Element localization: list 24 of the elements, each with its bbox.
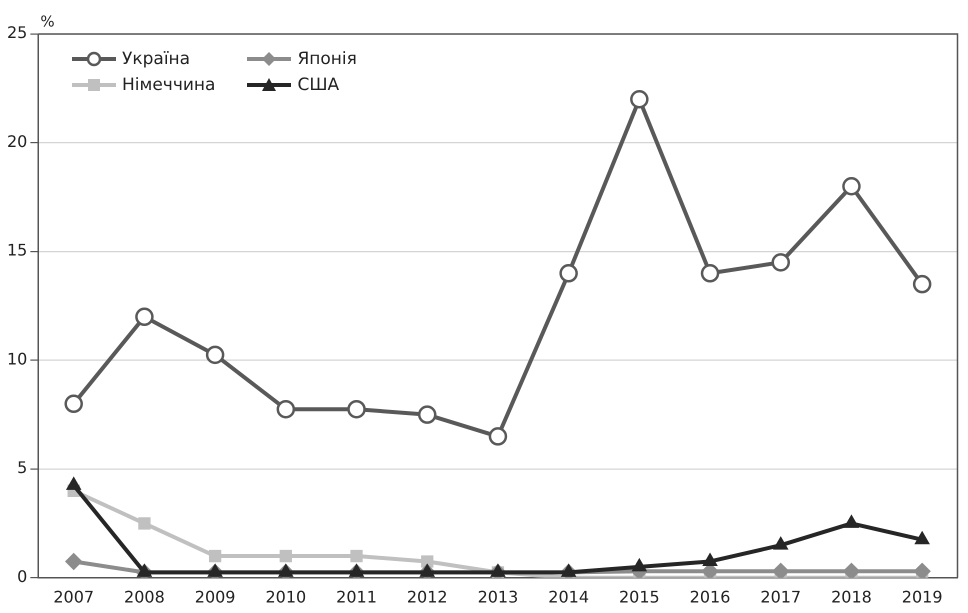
- y-tick-label: 0: [17, 566, 28, 586]
- legend-label: Україна: [122, 49, 190, 69]
- x-tick-label: 2015: [618, 588, 660, 607]
- legend-label: Німеччина: [122, 75, 216, 95]
- x-tick-label: 2007: [53, 588, 94, 607]
- y-tick-label: 15: [7, 240, 28, 260]
- y-tick-label: 20: [7, 132, 28, 151]
- x-tick-label: 2013: [478, 588, 518, 607]
- y-axis-title: %: [40, 12, 55, 30]
- x-tick-label: 2011: [336, 588, 377, 607]
- x-tick-label: 2017: [760, 588, 802, 607]
- x-tick-label: 2019: [902, 588, 943, 607]
- x-tick-label: 2018: [831, 588, 872, 607]
- x-tick-label: 2009: [194, 588, 236, 607]
- x-tick-label: 2008: [124, 588, 165, 607]
- legend-label: Японія: [297, 49, 357, 69]
- x-tick-label: 2010: [265, 588, 306, 607]
- y-tick-label: 5: [17, 458, 28, 478]
- x-tick-label: 2016: [690, 588, 730, 607]
- x-tick-label: 2012: [406, 588, 448, 607]
- legend-label: США: [297, 75, 340, 95]
- x-tick-label: 2014: [548, 588, 589, 607]
- y-tick-label: 25: [7, 23, 28, 42]
- y-tick-label: 10: [7, 349, 28, 368]
